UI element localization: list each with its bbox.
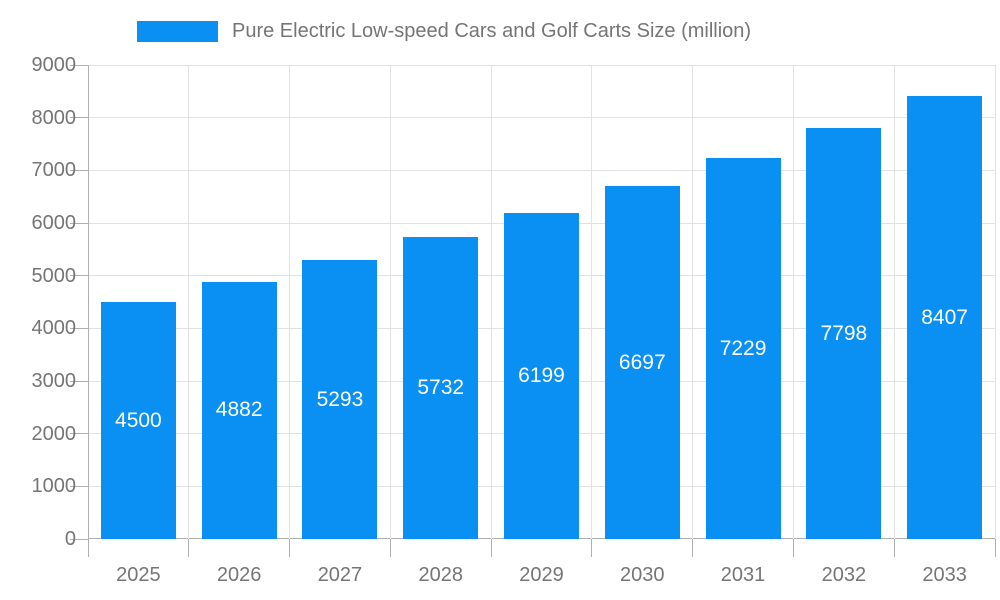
- y-axis-tick-label: 5000: [31, 264, 77, 287]
- y-axis-line: [87, 65, 89, 539]
- y-axis-tick: [70, 327, 88, 329]
- x-axis-tick: [490, 539, 492, 557]
- x-axis-tick: [389, 539, 391, 557]
- y-axis-tick-label: 8000: [31, 106, 77, 129]
- x-axis-tick-label: 2032: [821, 564, 867, 586]
- y-axis-tick: [70, 380, 88, 382]
- y-axis-tick: [70, 275, 88, 277]
- bar: 7229: [705, 158, 781, 539]
- gridline-horizontal: [88, 64, 995, 66]
- bar: 4500: [100, 302, 176, 539]
- y-axis-tick: [70, 64, 88, 66]
- y-axis-tick-label: 7000: [31, 159, 77, 182]
- bar: 6199: [504, 212, 579, 539]
- bar-value-label: 4882: [215, 398, 263, 422]
- bar: 4882: [201, 281, 277, 539]
- bar: 7798: [806, 128, 882, 539]
- x-axis-tick-label: 2025: [116, 564, 161, 586]
- y-axis-tick: [70, 169, 88, 171]
- gridline-horizontal: [88, 117, 995, 119]
- x-axis-tick: [591, 539, 593, 557]
- x-axis-tick-label: 2030: [620, 564, 665, 586]
- gridline-vertical: [692, 65, 694, 539]
- legend-swatch: [137, 21, 218, 42]
- bar: 5293: [302, 260, 378, 539]
- gridline-horizontal: [88, 169, 995, 171]
- bar-value-label: 6199: [518, 363, 565, 387]
- bar-value-label: 6697: [618, 350, 666, 374]
- x-axis-tick: [188, 539, 190, 557]
- gridline-vertical: [893, 65, 895, 539]
- x-axis-tick: [289, 539, 291, 557]
- gridline-vertical: [389, 65, 391, 539]
- x-axis-tick: [994, 539, 996, 557]
- plot-area: 4500 4882 5293 5732 6199 6697 7229 7798 8407: [87, 64, 996, 539]
- bar-value-label: 4500: [115, 408, 162, 432]
- bar-value-label: 8407: [921, 305, 968, 329]
- y-axis-tick-label: 6000: [31, 212, 77, 234]
- bar: 6697: [604, 186, 680, 539]
- y-axis-tick: [70, 538, 88, 540]
- chart-title: Pure Electric Low-speed Cars and Golf Ca…: [232, 20, 752, 42]
- gridline-vertical: [994, 65, 996, 539]
- gridline-vertical: [188, 65, 190, 539]
- x-axis-tick: [692, 539, 694, 557]
- bar-value-label: 5732: [417, 376, 465, 400]
- y-axis-tick: [70, 485, 88, 487]
- y-axis-tick: [70, 117, 88, 119]
- chart-legend: Pure Electric Low-speed Cars and Golf Ca…: [137, 20, 751, 43]
- x-axis-tick-label: 2029: [519, 564, 564, 586]
- x-axis-tick-label: 2027: [317, 564, 363, 586]
- x-axis-tick-label: 2033: [922, 564, 967, 586]
- y-axis-tick: [70, 222, 88, 224]
- y-axis-tick-label: 9000: [31, 54, 77, 76]
- y-axis-tick-label: 2000: [31, 422, 77, 445]
- gridline-vertical: [289, 65, 291, 539]
- y-axis-tick-label: 1000: [31, 475, 77, 498]
- x-axis-tick-label: 2026: [216, 564, 262, 586]
- y-axis-tick-label: 4000: [31, 317, 77, 340]
- gridline-vertical: [591, 65, 593, 539]
- x-axis-tick: [893, 539, 895, 557]
- bar: 5732: [403, 237, 479, 539]
- bar-value-label: 7229: [719, 336, 767, 360]
- x-axis-tick: [87, 539, 89, 557]
- x-axis-tick: [792, 539, 794, 557]
- bar: 8407: [907, 96, 983, 539]
- x-axis-tick-label: 2028: [418, 564, 463, 586]
- x-axis-tick-label: 2031: [720, 564, 766, 586]
- bar-value-label: 5293: [316, 387, 364, 411]
- bar-value-label: 7798: [820, 321, 868, 345]
- y-axis-tick-label: 0: [64, 528, 76, 550]
- y-axis-tick: [70, 433, 88, 435]
- gridline-vertical: [792, 65, 794, 539]
- gridline-vertical: [490, 65, 492, 539]
- y-axis-tick-label: 3000: [31, 370, 77, 392]
